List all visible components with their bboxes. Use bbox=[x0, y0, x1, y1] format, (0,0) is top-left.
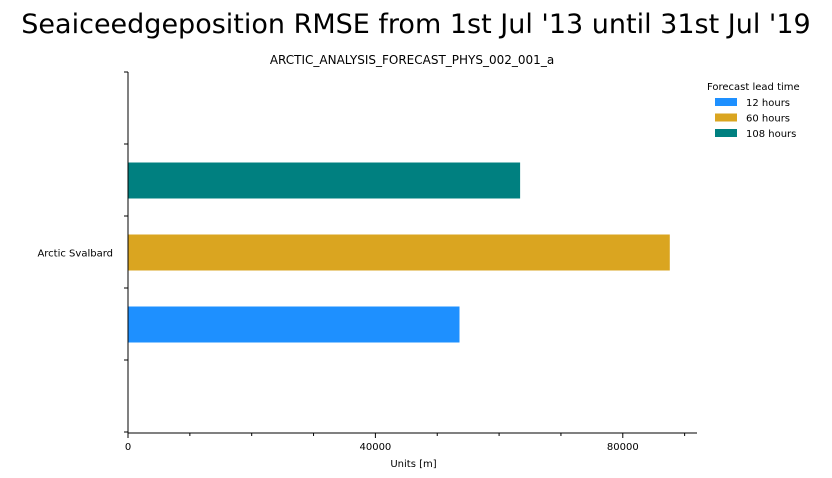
legend-label: 12 hours bbox=[746, 98, 790, 109]
x-tick-label: 40000 bbox=[359, 442, 391, 453]
chart-subtitle: ARCTIC_ANALYSIS_FORECAST_PHYS_002_001_a bbox=[270, 53, 554, 67]
legend-label: 108 hours bbox=[746, 129, 796, 140]
legend-title: Forecast lead time bbox=[707, 82, 800, 93]
x-tick-label: 0 bbox=[125, 442, 131, 453]
legend-label: 60 hours bbox=[746, 114, 790, 125]
bar-60-hours bbox=[128, 234, 670, 271]
legend-swatch bbox=[715, 98, 737, 106]
legend-swatch bbox=[715, 129, 737, 137]
chart-title: Seaiceedgeposition RMSE from 1st Jul '13… bbox=[21, 9, 810, 40]
legend: Forecast lead time 12 hours 60 hours 108 ho… bbox=[707, 82, 800, 140]
x-axis-label: Units [m] bbox=[390, 459, 436, 470]
bar-12-hours bbox=[128, 306, 460, 343]
category-label: Arctic Svalbard bbox=[37, 249, 113, 260]
legend-swatch bbox=[715, 113, 737, 122]
axes-group: Arctic Svalbard 0 40000 80000 Units [m] bbox=[37, 71, 697, 470]
bars-group bbox=[128, 162, 670, 343]
bar-108-hours bbox=[128, 162, 521, 199]
x-tick-label: 80000 bbox=[607, 442, 639, 453]
